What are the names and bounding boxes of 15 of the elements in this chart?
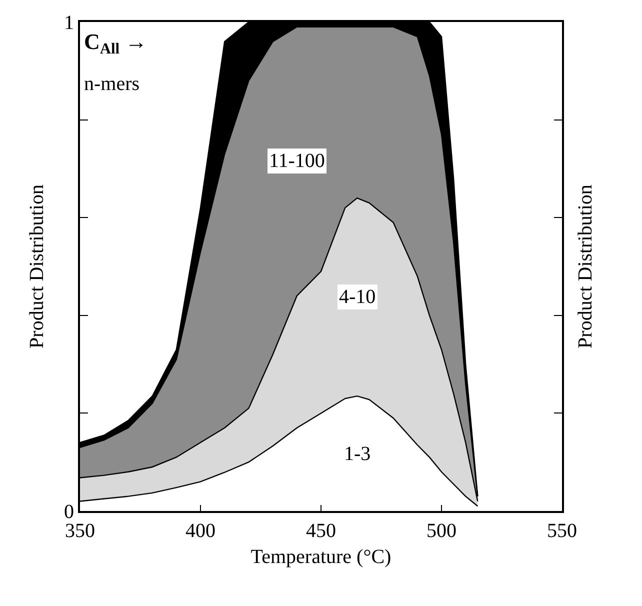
series-label: 11-100 [269, 150, 325, 172]
annotation: n-mers [84, 73, 140, 95]
y-axis-title: Product Distribution [26, 184, 48, 348]
x-tick-label: 550 [547, 520, 577, 542]
series-label: 4-10 [339, 286, 376, 308]
y-tick-label: 0 [64, 501, 74, 523]
annotation: C$_{All}$ → [84, 29, 148, 58]
x-tick-label: 450 [306, 520, 336, 542]
x-tick-label: 500 [426, 520, 456, 542]
series-label: 1-3 [344, 443, 371, 465]
x-tick-label: 350 [65, 520, 95, 542]
y2-axis-title: Product Distribution [574, 184, 596, 348]
y-tick-label: 1 [64, 12, 74, 34]
x-axis-title: Temperature (°C) [250, 546, 392, 568]
x-tick-label: 400 [186, 520, 216, 542]
